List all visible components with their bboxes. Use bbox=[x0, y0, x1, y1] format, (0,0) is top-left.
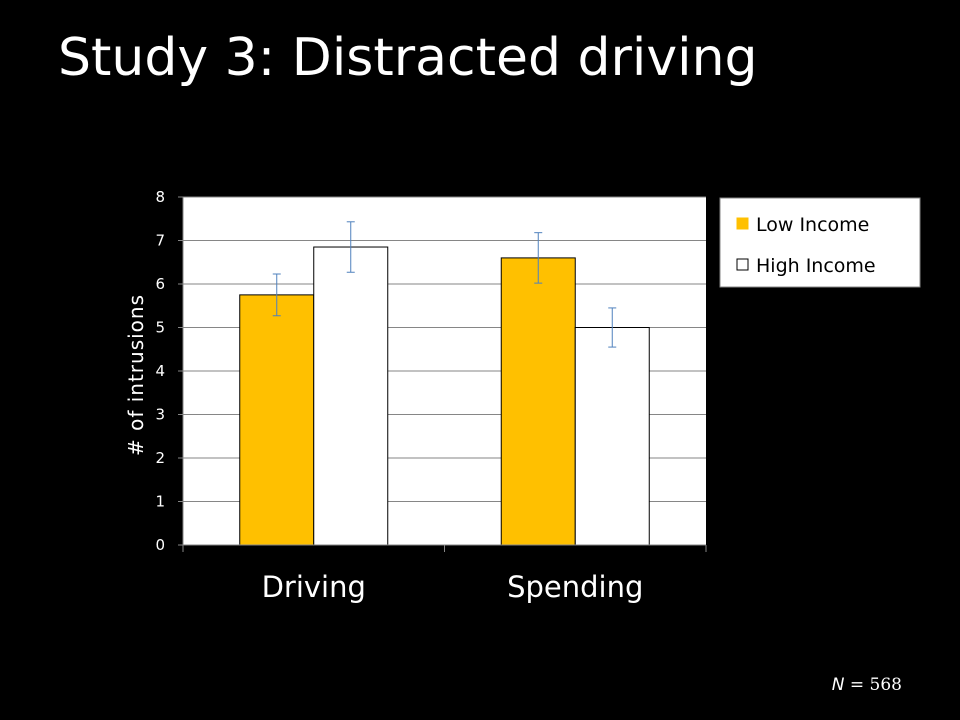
axes bbox=[178, 196, 707, 552]
bar bbox=[500, 257, 576, 546]
slide-title: Study 3: Distracted driving bbox=[58, 28, 758, 88]
y-tick-label: 7 bbox=[155, 232, 165, 250]
x-category-label: Driving bbox=[262, 570, 366, 604]
legend-label: Low Income bbox=[756, 214, 869, 236]
y-tick-labels: 0 1 2 3 4 5 6 7 8 bbox=[155, 188, 165, 554]
y-tick-label: 6 bbox=[155, 275, 165, 293]
y-tick-label: 5 bbox=[155, 319, 165, 337]
bars bbox=[239, 246, 650, 546]
bar bbox=[574, 327, 650, 546]
sample-size-value: = 568 bbox=[844, 675, 902, 695]
legend: Low Income High Income bbox=[719, 197, 921, 288]
legend-swatch bbox=[736, 258, 749, 271]
y-tick-label: 2 bbox=[155, 449, 165, 467]
bar bbox=[313, 246, 389, 546]
x-category-label: Spending bbox=[507, 570, 643, 604]
x-category-labels: Driving Spending bbox=[262, 570, 644, 604]
y-axis-label: # of intrusions bbox=[124, 294, 148, 456]
y-tick-label: 1 bbox=[155, 493, 165, 511]
y-tick-label: 8 bbox=[155, 188, 165, 206]
bar bbox=[239, 294, 315, 546]
legend-label: High Income bbox=[756, 255, 876, 277]
y-tick-label: 3 bbox=[155, 406, 165, 424]
legend-swatch bbox=[736, 217, 749, 230]
error-bars bbox=[272, 221, 617, 348]
y-tick-label: 0 bbox=[155, 536, 165, 554]
sample-size-note: N = 568 bbox=[832, 675, 902, 695]
legend-box bbox=[719, 197, 921, 288]
y-tick-label: 4 bbox=[155, 362, 165, 380]
sample-size-variable: N bbox=[831, 675, 845, 695]
